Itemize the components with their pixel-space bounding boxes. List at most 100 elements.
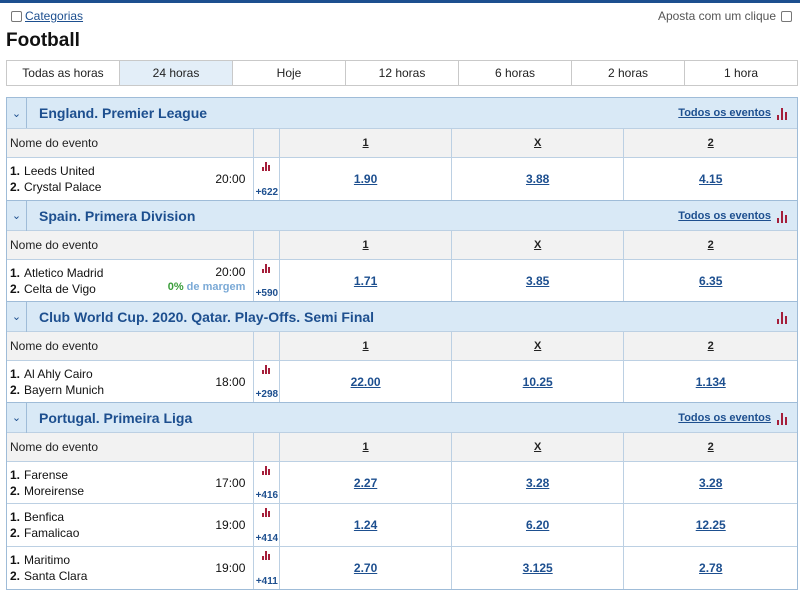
odd-away[interactable]: 6.35 bbox=[699, 273, 723, 288]
column-header-1[interactable]: 1 bbox=[362, 137, 369, 149]
event-teams[interactable]: 1. Al Ahly Cairo 2. Bayern Munich 18:00 bbox=[7, 361, 255, 402]
event-stats[interactable]: +414 bbox=[254, 504, 281, 546]
page-title: Football bbox=[6, 30, 80, 51]
more-markets-link[interactable]: +590 bbox=[255, 288, 279, 299]
column-header-x[interactable]: X bbox=[533, 137, 542, 149]
bar-chart-icon[interactable] bbox=[261, 465, 272, 475]
all-events-link[interactable]: Todos os eventos bbox=[678, 107, 771, 119]
bar-chart-icon[interactable] bbox=[261, 507, 272, 517]
event-name-header: Nome do evento bbox=[7, 231, 255, 259]
column-header-1[interactable]: 1 bbox=[362, 340, 369, 352]
bar-chart-icon[interactable] bbox=[261, 161, 272, 171]
event-stats[interactable]: +416 bbox=[254, 462, 281, 503]
league-name[interactable]: Portugal. Primeira Liga bbox=[39, 409, 193, 426]
tab-today[interactable]: Hoje bbox=[233, 61, 346, 85]
odd-away[interactable]: 2.78 bbox=[699, 561, 723, 575]
odd-draw[interactable]: 6.20 bbox=[525, 518, 550, 532]
event-row: 1. Atletico Madrid 2. Celta de Vigo 20:00 … bbox=[7, 259, 797, 301]
chevron-down-icon[interactable]: ⌄ bbox=[7, 200, 27, 231]
team-1: 1. Al Ahly Cairo bbox=[10, 367, 93, 381]
league-name[interactable]: Spain. Primera Division bbox=[39, 207, 196, 224]
more-markets-link[interactable]: +411 bbox=[255, 576, 278, 587]
more-markets-link[interactable]: +298 bbox=[255, 389, 279, 400]
bar-chart-icon[interactable] bbox=[777, 311, 789, 324]
categories-link[interactable]: Categorias bbox=[25, 9, 84, 23]
odd-home[interactable]: 1.24 bbox=[353, 518, 378, 532]
event-teams[interactable]: 1. Leeds United 2. Crystal Palace 20:00 bbox=[7, 158, 255, 200]
league-header[interactable]: ⌄ Spain. Primera Division Todos os event… bbox=[7, 200, 797, 231]
chevron-down-icon[interactable]: ⌄ bbox=[7, 98, 27, 128]
column-header-2[interactable]: 2 bbox=[707, 441, 714, 453]
odd-draw[interactable]: 3.88 bbox=[525, 172, 550, 186]
team-2: 2. Famalicao bbox=[10, 526, 80, 540]
odd-draw[interactable]: 10.25 bbox=[522, 374, 553, 389]
tab-all-hours[interactable]: Todas as horas bbox=[7, 61, 120, 85]
events-board: ⌄ England. Premier League Todos os event… bbox=[6, 97, 798, 590]
column-header-x[interactable]: X bbox=[533, 239, 542, 251]
odd-draw[interactable]: 3.125 bbox=[522, 561, 553, 575]
event-name-header: Nome do evento bbox=[7, 332, 255, 360]
team-2: 2. Crystal Palace bbox=[10, 180, 102, 194]
event-time: 19:00 bbox=[215, 561, 246, 575]
one-click-bet-toggle[interactable]: Aposta com um clique bbox=[658, 9, 792, 23]
column-header-x[interactable]: X bbox=[533, 340, 542, 352]
event-time: 20:00 bbox=[215, 172, 246, 186]
league-header[interactable]: ⌄ Portugal. Primeira Liga Todos os event… bbox=[7, 402, 797, 433]
odd-away[interactable]: 4.15 bbox=[699, 172, 723, 186]
tab-24-hours[interactable]: 24 horas bbox=[120, 61, 233, 85]
event-stats[interactable]: +590 bbox=[254, 260, 281, 301]
odd-home[interactable]: 2.70 bbox=[353, 561, 378, 575]
bar-chart-icon[interactable] bbox=[777, 107, 789, 120]
chevron-down-icon[interactable]: ⌄ bbox=[7, 402, 27, 433]
odd-away[interactable]: 1.134 bbox=[695, 374, 726, 389]
column-header-2[interactable]: 2 bbox=[707, 340, 714, 352]
league-header[interactable]: ⌄ Club World Cup. 2020. Qatar. Play-Offs… bbox=[7, 301, 797, 332]
league-name[interactable]: England. Premier League bbox=[39, 105, 208, 121]
bar-chart-icon[interactable] bbox=[777, 210, 789, 223]
odd-home[interactable]: 22.00 bbox=[350, 374, 381, 389]
event-stats[interactable]: +298 bbox=[254, 361, 281, 402]
column-header-x[interactable]: X bbox=[533, 441, 542, 453]
bar-chart-icon[interactable] bbox=[261, 263, 272, 273]
odd-draw[interactable]: 3.28 bbox=[525, 475, 550, 490]
top-accent-line bbox=[0, 0, 800, 3]
more-markets-link[interactable]: +416 bbox=[255, 490, 279, 501]
team-2: 2. Santa Clara bbox=[10, 569, 88, 583]
tab-2-hours[interactable]: 2 horas bbox=[572, 61, 685, 85]
event-name-header: Nome do evento bbox=[7, 129, 255, 157]
all-events-link[interactable]: Todos os eventos bbox=[678, 412, 771, 424]
event-name-header: Nome do evento bbox=[7, 433, 255, 461]
event-teams[interactable]: 1. Farense 2. Moreirense 17:00 bbox=[7, 462, 255, 503]
column-header-2[interactable]: 2 bbox=[707, 239, 714, 251]
more-markets-link[interactable]: +622 bbox=[255, 187, 279, 198]
league-header[interactable]: ⌄ England. Premier League Todos os event… bbox=[7, 98, 797, 128]
categories-checkbox[interactable] bbox=[11, 10, 22, 22]
more-markets-link[interactable]: +414 bbox=[255, 533, 279, 544]
all-events-link[interactable]: Todos os eventos bbox=[678, 210, 771, 222]
tab-12-hours[interactable]: 12 horas bbox=[346, 61, 459, 85]
odd-home[interactable]: 2.27 bbox=[353, 475, 378, 490]
event-time: 20:00 bbox=[215, 265, 246, 279]
odd-home[interactable]: 1.90 bbox=[353, 172, 378, 186]
event-teams[interactable]: 1. Benfica 2. Famalicao 19:00 bbox=[7, 504, 255, 546]
odd-draw[interactable]: 3.85 bbox=[525, 273, 550, 288]
odd-away[interactable]: 3.28 bbox=[699, 475, 723, 490]
bar-chart-icon[interactable] bbox=[261, 550, 272, 560]
odd-home[interactable]: 1.71 bbox=[353, 273, 378, 288]
tab-1-hour[interactable]: 1 hora bbox=[685, 61, 797, 85]
bar-chart-icon[interactable] bbox=[777, 412, 789, 425]
league-name[interactable]: Club World Cup. 2020. Qatar. Play-Offs. … bbox=[39, 308, 375, 325]
bar-chart-icon[interactable] bbox=[261, 364, 272, 374]
event-teams[interactable]: 1. Maritimo 2. Santa Clara 19:00 bbox=[7, 547, 255, 589]
event-stats[interactable]: +622 bbox=[254, 158, 281, 200]
column-header-1[interactable]: 1 bbox=[362, 239, 369, 251]
chevron-down-icon[interactable]: ⌄ bbox=[7, 301, 27, 332]
column-header-2[interactable]: 2 bbox=[707, 137, 714, 149]
column-header-1[interactable]: 1 bbox=[362, 441, 369, 453]
event-stats[interactable]: +411 bbox=[254, 547, 281, 589]
one-click-bet-checkbox[interactable] bbox=[781, 10, 792, 22]
event-teams[interactable]: 1. Atletico Madrid 2. Celta de Vigo 20:00 … bbox=[7, 260, 255, 301]
odd-away[interactable]: 12.25 bbox=[695, 518, 726, 532]
tab-6-hours[interactable]: 6 horas bbox=[459, 61, 572, 85]
categories-toggle[interactable]: Categorias bbox=[11, 9, 83, 23]
